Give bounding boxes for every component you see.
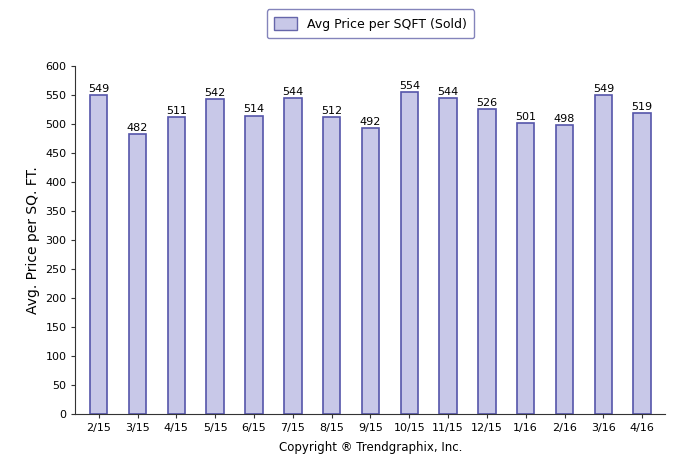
Text: 519: 519 xyxy=(632,102,652,111)
Legend: Avg Price per SQFT (Sold): Avg Price per SQFT (Sold) xyxy=(267,9,474,38)
Text: 549: 549 xyxy=(593,84,614,94)
Text: 526: 526 xyxy=(476,98,497,108)
Bar xyxy=(595,95,612,414)
Text: 511: 511 xyxy=(166,106,187,116)
Text: 501: 501 xyxy=(515,112,536,122)
Bar xyxy=(206,100,224,414)
Text: 514: 514 xyxy=(244,104,265,115)
Text: 544: 544 xyxy=(282,87,303,97)
Text: 498: 498 xyxy=(554,114,575,124)
Text: 549: 549 xyxy=(88,84,109,94)
Text: 542: 542 xyxy=(204,88,226,98)
Bar xyxy=(246,116,263,414)
Text: 554: 554 xyxy=(399,81,420,91)
Bar xyxy=(129,134,146,414)
Bar xyxy=(323,117,340,414)
Bar xyxy=(439,98,457,414)
Text: 512: 512 xyxy=(321,106,342,116)
Bar xyxy=(362,128,379,414)
Bar xyxy=(633,113,651,414)
Text: 482: 482 xyxy=(127,123,148,133)
Y-axis label: Avg. Price per SQ. FT.: Avg. Price per SQ. FT. xyxy=(26,166,40,313)
Text: 544: 544 xyxy=(438,87,459,97)
Text: 492: 492 xyxy=(359,117,381,127)
Bar xyxy=(167,118,185,414)
Bar xyxy=(284,98,302,414)
X-axis label: Copyright ® Trendgraphix, Inc.: Copyright ® Trendgraphix, Inc. xyxy=(279,441,462,454)
Bar xyxy=(517,123,534,414)
Bar xyxy=(90,95,108,414)
Bar xyxy=(478,109,495,414)
Bar xyxy=(401,93,418,414)
Bar xyxy=(556,125,573,414)
